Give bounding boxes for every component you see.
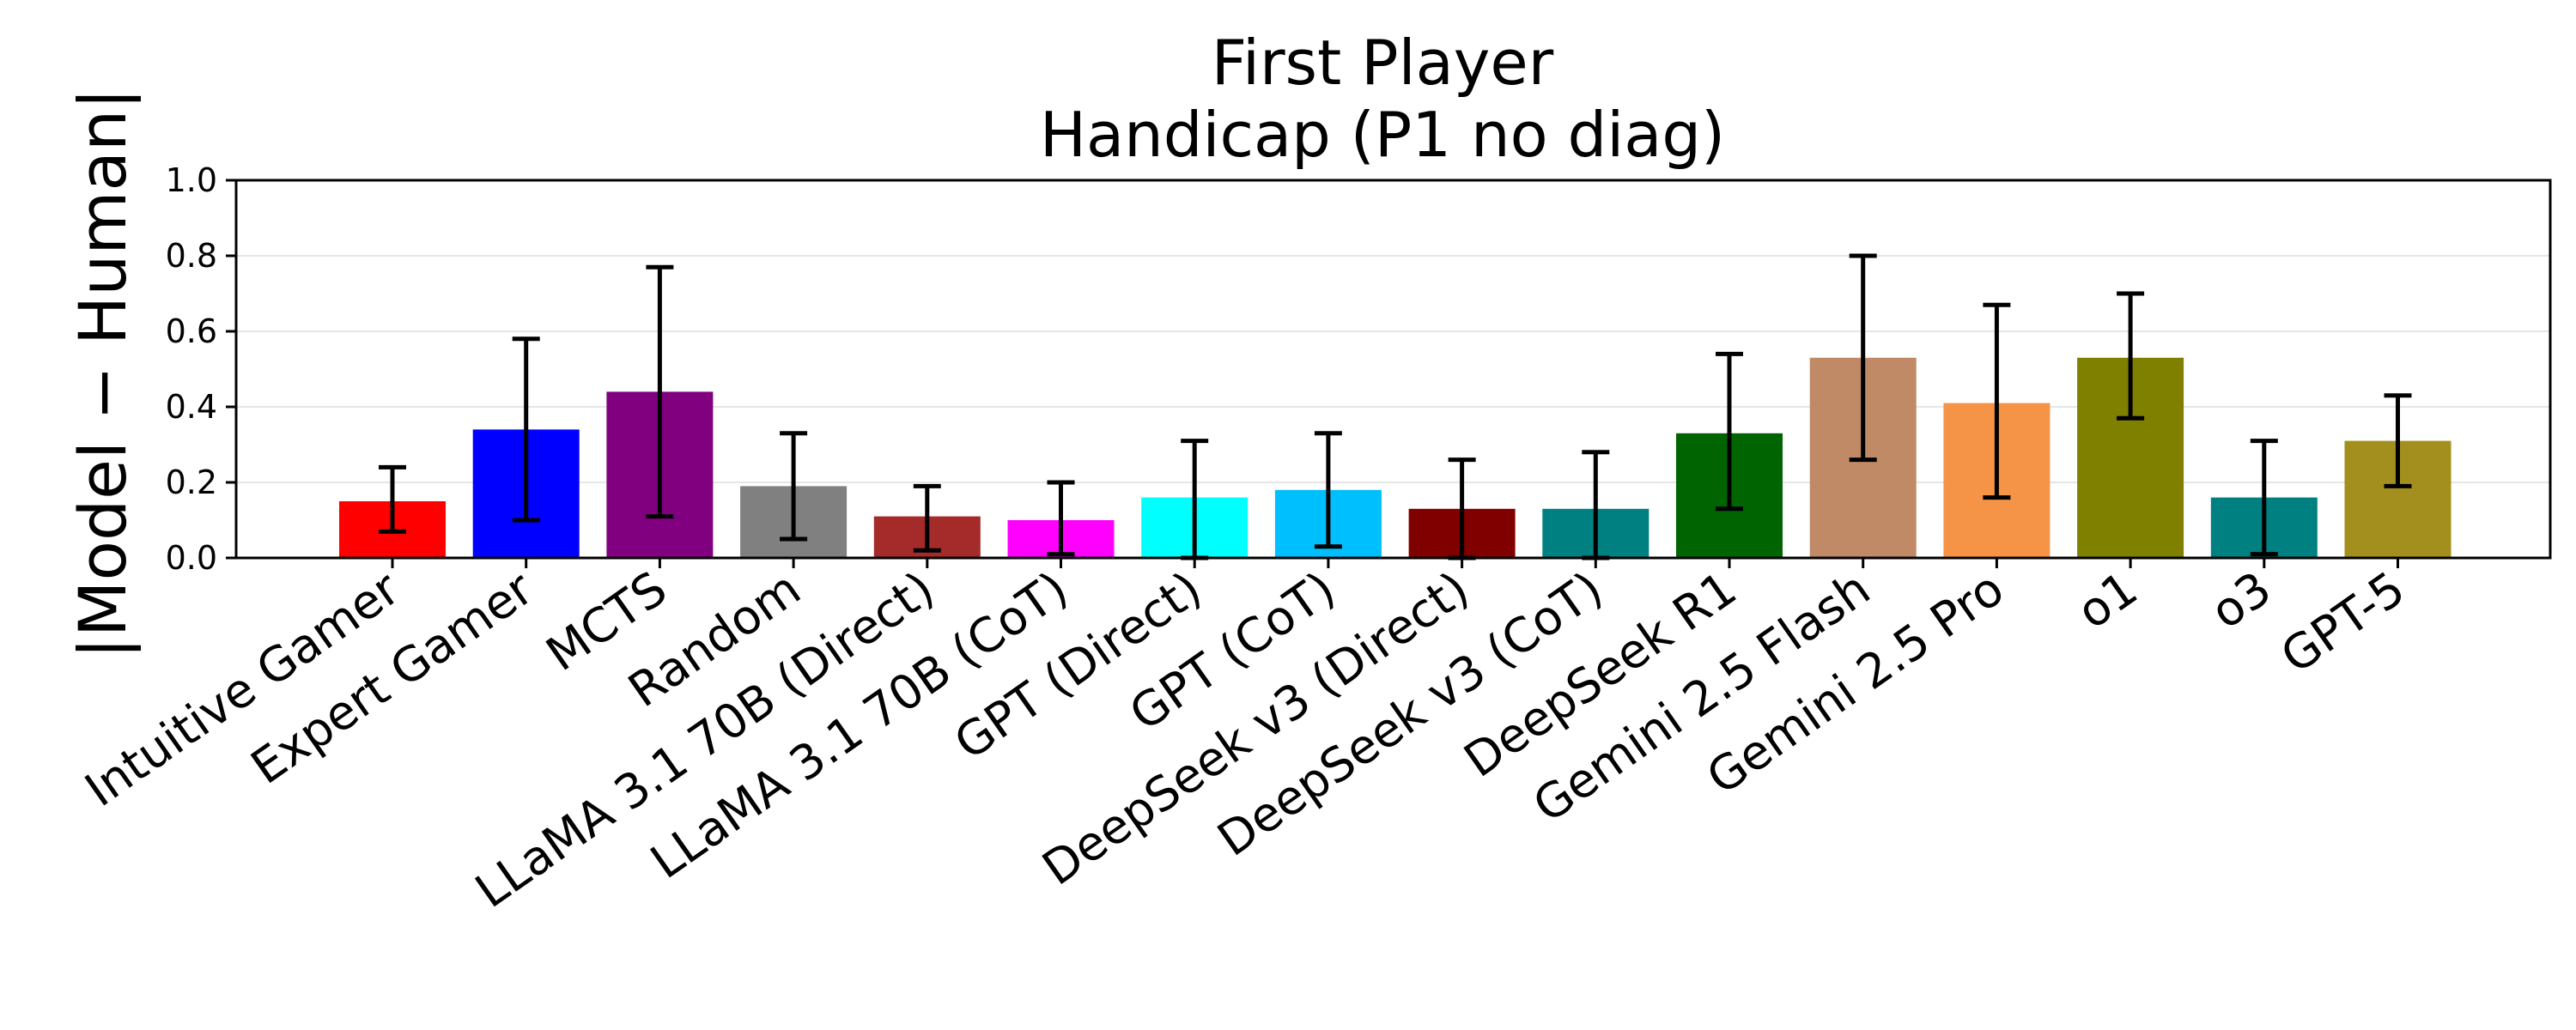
error-bar (780, 431, 808, 542)
error-bar (913, 483, 941, 553)
error-bar (1849, 253, 1877, 463)
error-bar (646, 264, 674, 519)
error-bar (1983, 302, 2011, 500)
error-bar (2250, 439, 2278, 557)
y-axis-label: |Model − Human| (64, 88, 142, 658)
error-bar (2384, 393, 2412, 488)
x-tick-label: o3 (2201, 560, 2281, 639)
y-tick-label: 0.2 (166, 464, 217, 501)
y-tick-label: 0.4 (166, 388, 217, 426)
error-bars (379, 253, 2412, 560)
error-bar (512, 336, 540, 523)
x-tick-label: GPT-5 (2271, 560, 2415, 684)
chart-title-line-2: Handicap (P1 no diag) (1040, 99, 1725, 171)
chart-title-line-1: First Player (1212, 27, 1554, 99)
y-tick-label: 0.0 (166, 539, 217, 577)
y-tick-label: 0.6 (166, 312, 217, 350)
error-bar (379, 464, 406, 534)
error-bar (2117, 291, 2145, 421)
error-bar (1314, 431, 1342, 549)
grid-lines (236, 255, 2550, 483)
y-axis-ticks: 0.0 0.2 0.4 0.6 0.8 1.0 (166, 161, 236, 577)
y-tick-label: 0.8 (166, 237, 217, 275)
error-bar (1047, 480, 1075, 557)
chart-title: First Player Handicap (P1 no diag) (1040, 27, 1725, 171)
x-tick-label: o1 (2068, 560, 2148, 639)
bars (339, 357, 2451, 558)
y-tick-label: 1.0 (166, 161, 217, 199)
error-bar (1716, 351, 1743, 512)
plot-area-frame (234, 179, 2552, 560)
